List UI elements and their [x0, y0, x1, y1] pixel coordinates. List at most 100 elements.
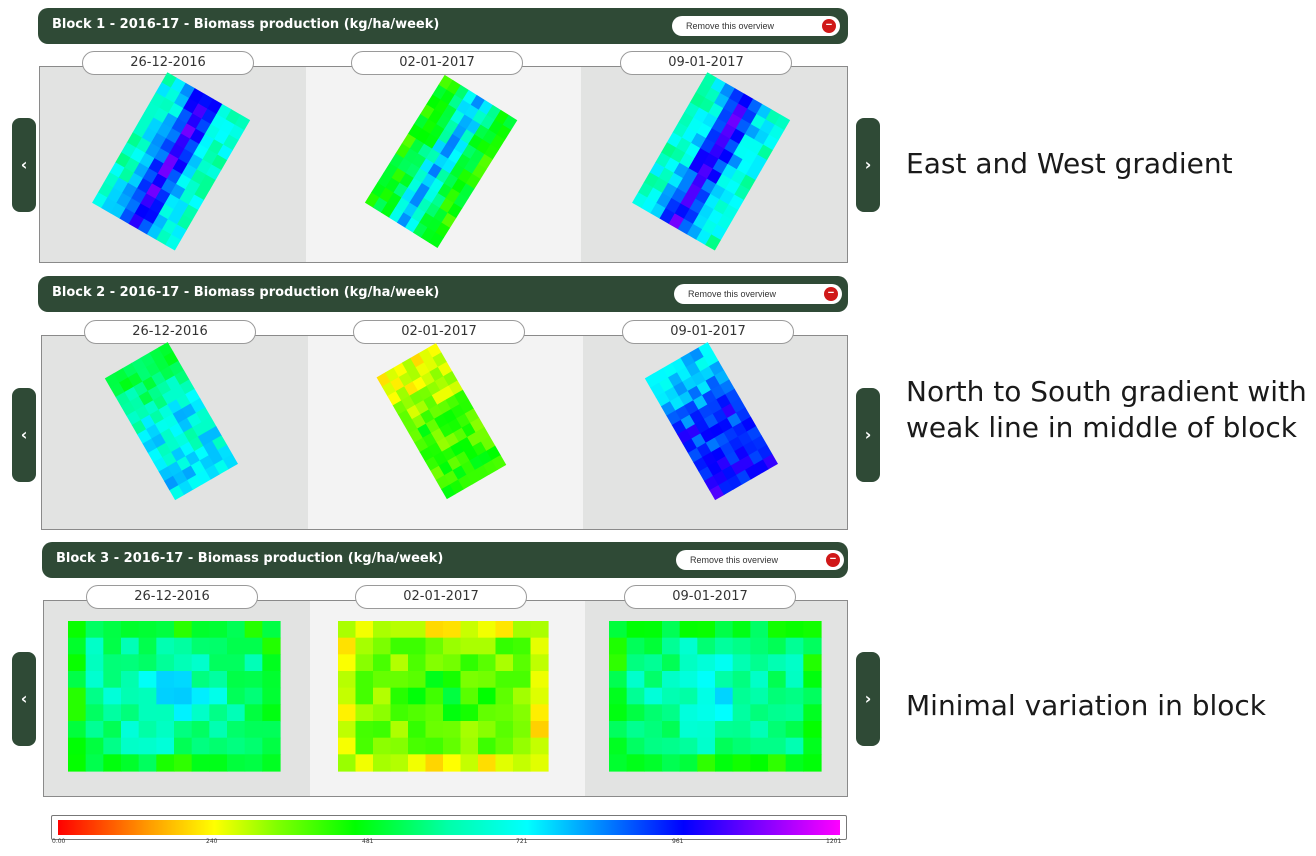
map-cell — [715, 754, 734, 772]
block-1-date-tab-3[interactable]: 09-01-2017 — [620, 51, 792, 75]
block-2-date-tab-1[interactable]: 26-12-2016 — [84, 320, 256, 344]
map-cell — [244, 737, 263, 755]
block-3-header: Block 3 - 2016-17 - Biomass production (… — [42, 542, 848, 578]
map-cell — [415, 182, 431, 199]
block-1-caption: East and West gradient — [906, 146, 1233, 182]
map-cell — [513, 654, 532, 672]
block-2-date-tab-3[interactable]: 09-01-2017 — [622, 320, 794, 344]
map-cell — [626, 704, 645, 722]
map-cell — [447, 202, 463, 219]
block-3-date-tab-3[interactable]: 09-01-2017 — [624, 585, 796, 609]
map-cell — [419, 104, 435, 120]
block-1-header: Block 1 - 2016-17 - Biomass production (… — [38, 8, 848, 44]
block-1-prev-button[interactable]: ‹ — [12, 118, 36, 212]
map-cell — [513, 637, 532, 655]
block-1-title: Block 1 - 2016-17 - Biomass production (… — [52, 17, 440, 32]
map-cell — [191, 671, 210, 689]
map-cell — [513, 671, 532, 689]
block-2-date-tab-2[interactable]: 02-01-2017 — [353, 320, 525, 344]
map-cell — [138, 671, 157, 689]
map-cell — [425, 654, 444, 672]
map-cell — [495, 621, 514, 639]
map-cell — [427, 343, 442, 359]
map-cell — [431, 138, 447, 155]
map-cell — [785, 654, 804, 672]
map-cell — [464, 408, 480, 424]
map-cell — [491, 454, 507, 470]
block-3-prev-button[interactable]: ‹ — [12, 652, 36, 746]
map-cell — [395, 197, 410, 214]
map-cell — [138, 687, 157, 705]
scale-tick-3: 721 — [516, 838, 528, 845]
map-cell — [662, 737, 681, 755]
block-2-prev-button[interactable]: ‹ — [12, 388, 36, 482]
map-cell — [68, 687, 87, 705]
map-cell — [170, 224, 187, 241]
map-cell — [435, 168, 451, 185]
map-cell — [68, 637, 87, 655]
map-cell — [227, 621, 246, 639]
biomass-map-5 — [376, 343, 507, 500]
map-cell — [662, 671, 681, 689]
map-cell — [768, 754, 787, 772]
map-cell — [372, 197, 388, 213]
map-cell — [191, 704, 210, 722]
map-cell — [387, 192, 402, 209]
block-3-caption: Minimal variation in block — [906, 688, 1266, 724]
map-cell — [438, 74, 454, 91]
block-1-date-tab-2[interactable]: 02-01-2017 — [351, 51, 523, 75]
block-1-remove-button[interactable]: Remove this overview − — [672, 16, 840, 36]
map-cell — [85, 737, 104, 755]
block-3-remove-button[interactable]: Remove this overview − — [676, 550, 844, 570]
map-cell — [408, 721, 427, 739]
map-cell — [355, 637, 374, 655]
map-cell — [482, 129, 498, 146]
map-cell — [446, 79, 462, 96]
map-cell — [209, 687, 228, 705]
chevron-right-icon: › — [864, 425, 872, 444]
block-2-caption-line-1: North to South gradient with — [906, 375, 1307, 408]
map-cell — [480, 436, 496, 452]
map-cell — [103, 671, 122, 689]
block-3-date-tab-1[interactable]: 26-12-2016 — [86, 585, 258, 609]
map-cell — [156, 621, 175, 639]
map-cell — [457, 168, 473, 185]
map-cell — [437, 129, 453, 145]
map-cell — [373, 637, 392, 655]
map-cell — [338, 721, 357, 739]
map-cell — [443, 721, 462, 739]
map-cell — [443, 173, 459, 190]
block-3-next-button[interactable]: › — [856, 652, 880, 746]
block-3-date-tab-2[interactable]: 02-01-2017 — [355, 585, 527, 609]
map-cell — [460, 671, 479, 689]
map-cell — [403, 202, 418, 219]
map-cell — [478, 621, 497, 639]
block-1-date-tab-1[interactable]: 26-12-2016 — [82, 51, 254, 75]
map-cell — [437, 361, 453, 377]
map-cell — [412, 222, 428, 238]
map-cell — [803, 637, 822, 655]
map-cell — [364, 192, 380, 208]
block-2-next-button[interactable]: › — [856, 388, 880, 482]
map-cell — [443, 621, 462, 639]
map-cell — [156, 721, 175, 739]
map-cell — [439, 197, 455, 214]
map-cell — [460, 721, 479, 739]
map-cell — [447, 148, 463, 165]
map-cell — [227, 654, 246, 672]
map-cell — [460, 621, 479, 639]
map-cell — [182, 204, 199, 221]
map-cell — [244, 721, 263, 739]
map-cell — [785, 671, 804, 689]
block-2-remove-button[interactable]: Remove this overview − — [674, 284, 842, 304]
map-cell — [217, 144, 233, 161]
map-cell — [530, 704, 549, 722]
remove-circle-icon: − — [822, 19, 836, 33]
scale-tick-0: 0.00 — [52, 838, 66, 845]
map-cell — [377, 172, 393, 189]
block-1-next-button[interactable]: › — [856, 118, 880, 212]
map-cell — [768, 654, 787, 672]
map-cell — [227, 754, 246, 772]
map-cell — [768, 621, 787, 639]
map-cell — [626, 737, 645, 755]
